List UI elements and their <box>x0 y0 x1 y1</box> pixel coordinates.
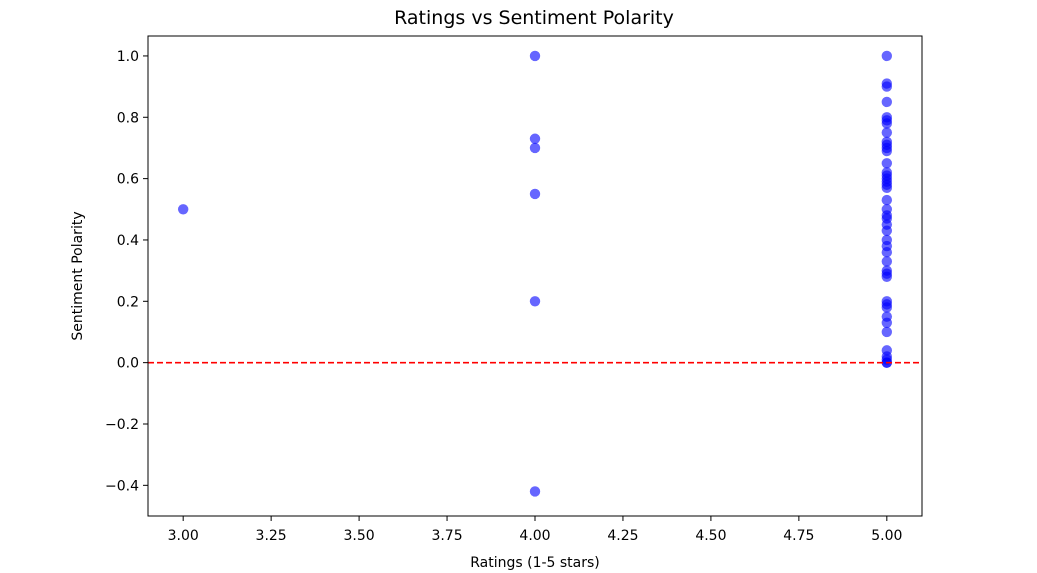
data-point <box>881 326 893 338</box>
data-point <box>529 142 541 154</box>
data-point <box>529 133 541 144</box>
y-tick-label: 0.8 <box>117 110 139 126</box>
data-point <box>529 296 541 307</box>
data-point <box>529 50 541 62</box>
data-point <box>881 115 893 126</box>
data-point <box>881 299 893 310</box>
x-tick-label: 4.50 <box>695 528 726 544</box>
y-tick-label: 0.0 <box>117 356 139 372</box>
data-points <box>177 50 893 497</box>
data-point <box>881 50 893 62</box>
y-tick-label: 0.4 <box>117 233 139 249</box>
data-point <box>881 256 893 267</box>
y-axis-ticks: −0.4 −0.2 0.0 0.2 0.4 0.6 0.8 1.0 <box>105 49 148 494</box>
x-tick-label: 4.25 <box>607 528 638 544</box>
y-tick-label: −0.2 <box>105 417 139 433</box>
data-point <box>881 81 893 92</box>
data-point <box>881 176 893 187</box>
chart-title: Ratings vs Sentiment Polarity <box>394 7 674 29</box>
data-point <box>881 268 893 279</box>
data-point <box>881 317 893 328</box>
x-tick-label: 3.00 <box>168 528 199 544</box>
x-tick-label: 4.75 <box>783 528 814 544</box>
data-point <box>529 486 541 497</box>
x-axis-label: Ratings (1-5 stars) <box>470 555 600 571</box>
data-point <box>881 194 893 206</box>
data-point <box>881 247 893 258</box>
data-point <box>177 204 189 215</box>
plot-area-frame <box>147 35 923 517</box>
y-tick-label: 0.6 <box>117 172 139 188</box>
x-tick-label: 3.25 <box>256 528 287 544</box>
y-tick-label: −0.4 <box>105 478 139 494</box>
y-tick-label: 1.0 <box>117 49 139 65</box>
x-axis-ticks: 3.00 3.25 3.50 3.75 4.00 4.25 4.50 4.75 5.00 <box>168 516 902 544</box>
data-point <box>529 188 541 200</box>
x-tick-label: 4.00 <box>519 528 550 544</box>
y-tick-label: 0.2 <box>117 294 139 310</box>
data-point <box>881 219 893 230</box>
x-tick-label: 3.75 <box>431 528 462 544</box>
y-axis-label: Sentiment Polarity <box>70 211 86 340</box>
data-point <box>881 145 893 157</box>
data-point <box>881 351 893 362</box>
data-point <box>881 127 893 138</box>
x-tick-label: 3.50 <box>344 528 375 544</box>
x-tick-label: 5.00 <box>871 528 902 544</box>
data-point <box>881 96 893 108</box>
data-point <box>881 158 893 169</box>
